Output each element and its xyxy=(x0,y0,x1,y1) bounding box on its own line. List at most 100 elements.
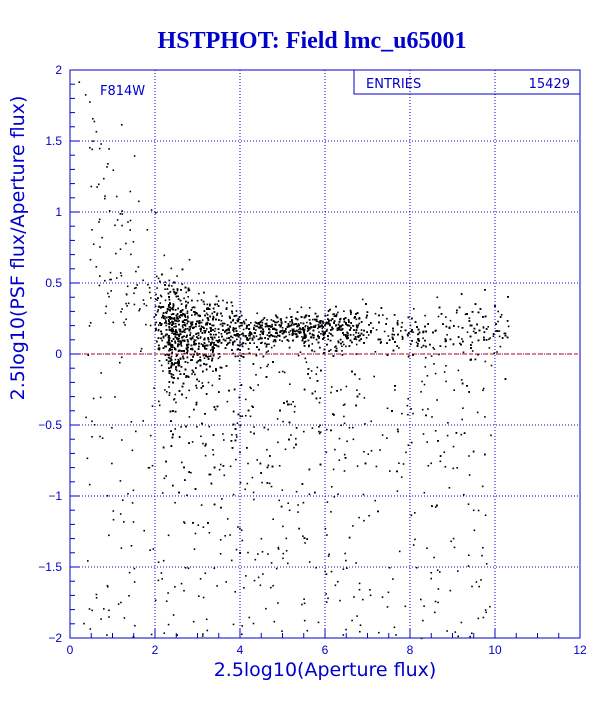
data-point xyxy=(223,439,225,441)
data-point xyxy=(412,331,414,333)
data-point xyxy=(260,330,262,333)
data-point xyxy=(226,332,228,335)
data-point xyxy=(499,316,502,318)
data-point xyxy=(240,384,243,386)
data-point xyxy=(210,333,212,336)
data-point xyxy=(192,306,195,308)
data-point xyxy=(167,323,170,325)
data-point xyxy=(309,377,311,379)
data-point xyxy=(356,389,358,391)
data-point xyxy=(291,319,293,321)
data-point xyxy=(209,349,212,352)
data-point xyxy=(198,380,200,383)
data-point xyxy=(235,314,238,317)
data-point xyxy=(197,334,200,337)
data-point xyxy=(191,347,194,350)
data-point xyxy=(213,330,216,332)
data-point xyxy=(397,430,399,433)
data-point xyxy=(205,348,208,350)
data-point xyxy=(474,303,477,305)
data-point xyxy=(209,315,211,318)
data-point xyxy=(413,308,415,310)
data-point xyxy=(256,346,258,348)
data-point xyxy=(264,342,266,345)
data-point xyxy=(317,327,319,330)
data-point xyxy=(178,343,180,346)
data-point xyxy=(269,455,271,457)
data-point xyxy=(294,405,296,408)
data-point xyxy=(262,328,264,331)
data-point xyxy=(346,331,348,334)
data-point xyxy=(392,349,395,352)
data-point xyxy=(172,288,175,291)
data-point xyxy=(190,344,193,347)
data-point xyxy=(383,330,386,333)
data-point xyxy=(211,312,213,315)
data-point xyxy=(495,323,497,325)
data-point xyxy=(170,420,172,422)
data-point xyxy=(229,317,231,319)
data-point xyxy=(325,321,328,324)
data-point xyxy=(178,364,181,367)
data-point xyxy=(238,359,241,362)
data-point xyxy=(288,331,290,334)
data-point xyxy=(185,291,187,294)
data-point xyxy=(217,357,220,360)
data-point xyxy=(218,340,221,342)
data-point xyxy=(327,310,330,312)
data-point xyxy=(503,332,506,335)
data-point xyxy=(306,330,309,333)
data-point xyxy=(301,336,303,338)
data-point xyxy=(475,331,477,334)
data-point xyxy=(247,338,250,341)
data-point xyxy=(262,330,265,333)
data-point xyxy=(300,322,302,324)
data-point xyxy=(338,459,341,461)
data-point xyxy=(253,432,255,435)
data-point xyxy=(329,339,332,342)
data-point xyxy=(174,342,177,344)
data-point xyxy=(267,363,269,366)
data-point xyxy=(286,400,288,403)
data-point xyxy=(349,329,351,331)
data-point xyxy=(315,338,318,341)
data-point xyxy=(337,340,339,342)
data-point xyxy=(159,322,161,324)
data-point xyxy=(192,335,195,337)
data-point xyxy=(286,326,289,328)
data-point xyxy=(349,334,352,336)
data-point xyxy=(473,327,476,330)
data-point xyxy=(484,289,486,291)
data-point xyxy=(457,325,460,328)
data-point xyxy=(323,348,326,351)
data-point xyxy=(295,427,298,429)
data-point xyxy=(175,366,177,368)
data-point xyxy=(326,328,328,331)
data-point xyxy=(182,357,185,360)
data-point xyxy=(187,376,190,378)
data-point xyxy=(323,333,326,335)
data-point xyxy=(304,315,307,318)
data-point xyxy=(366,311,369,313)
data-point xyxy=(429,343,431,346)
data-point xyxy=(331,326,333,329)
data-point xyxy=(306,321,308,324)
data-point xyxy=(170,430,172,432)
data-point xyxy=(206,344,209,347)
data-point xyxy=(184,328,187,330)
data-point xyxy=(193,339,196,341)
data-point xyxy=(157,297,159,299)
data-point xyxy=(308,345,310,348)
data-point xyxy=(356,312,359,314)
data-point xyxy=(222,465,225,467)
data-point xyxy=(249,337,251,340)
data-point xyxy=(242,341,244,344)
data-point xyxy=(174,393,177,396)
data-point xyxy=(247,339,249,341)
data-point xyxy=(327,318,329,320)
data-point xyxy=(378,321,380,324)
data-point xyxy=(172,306,175,308)
data-point xyxy=(182,324,184,326)
data-point xyxy=(498,335,501,338)
data-point xyxy=(394,385,396,387)
